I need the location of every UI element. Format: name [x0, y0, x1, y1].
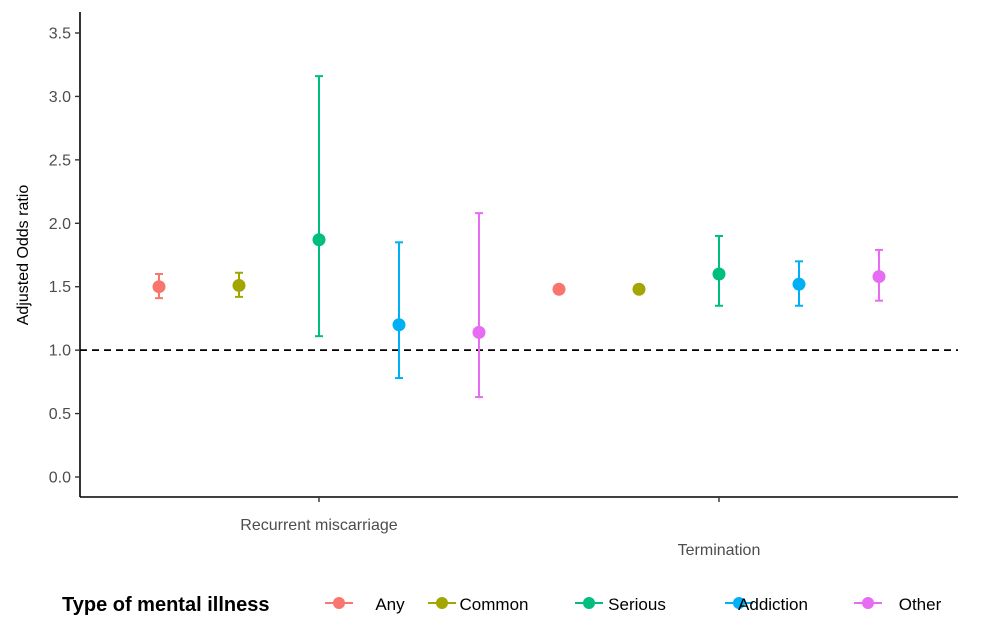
- legend-label-addiction: Addiction: [738, 595, 808, 614]
- x-axis-ticks: Recurrent miscarriage Termination: [240, 497, 760, 559]
- legend-item-addiction: Addiction: [725, 595, 808, 614]
- legend-items: Any Common Serious Addiction Other: [325, 595, 942, 614]
- y-tick-label: 3.0: [49, 89, 71, 106]
- point-addiction-termination: [792, 277, 806, 291]
- y-tick-label: 1.5: [49, 279, 71, 296]
- point-common-recurrent-miscarriage: [232, 278, 246, 292]
- point-other-termination: [872, 270, 886, 284]
- error-bar-serious-recurrent-miscarriage: [315, 75, 323, 338]
- legend-key-dot: [436, 597, 448, 609]
- x-tick-label-termination: Termination: [678, 542, 761, 559]
- point-other-recurrent-miscarriage: [472, 325, 486, 339]
- point-any-termination: [552, 282, 566, 296]
- y-tick-label: 2.5: [49, 152, 71, 169]
- legend-item-any: Any: [325, 595, 405, 614]
- error-bars: [155, 75, 883, 399]
- legend-key-dot: [333, 597, 345, 609]
- y-tick-label: 0.5: [49, 406, 71, 423]
- legend-label-common: Common: [460, 595, 529, 614]
- point-common-termination: [632, 282, 646, 296]
- x-tick-label-recurrent-miscarriage: Recurrent miscarriage: [240, 517, 397, 534]
- point-any-recurrent-miscarriage: [152, 280, 166, 294]
- axes: [79, 12, 958, 498]
- legend-label-serious: Serious: [608, 595, 666, 614]
- y-tick-label: 2.0: [49, 216, 71, 233]
- data-points: [152, 233, 886, 339]
- error-bar-addiction-recurrent-miscarriage: [395, 241, 403, 380]
- legend-item-serious: Serious: [575, 595, 666, 614]
- legend-label-any: Any: [375, 595, 405, 614]
- y-tick-label: 3.5: [49, 26, 71, 43]
- point-addiction-recurrent-miscarriage: [392, 318, 406, 332]
- y-tick-label: 1.0: [49, 343, 71, 360]
- point-serious-recurrent-miscarriage: [312, 233, 326, 247]
- error-bar-other-recurrent-miscarriage: [475, 212, 483, 399]
- y-axis-ticks: 0.0 0.5 1.0 1.5 2.0 2.5 3.0 3.5: [49, 26, 80, 487]
- y-axis-title: Adjusted Odds ratio: [15, 185, 32, 326]
- point-serious-termination: [712, 267, 726, 281]
- legend-item-other: Other: [854, 595, 942, 614]
- legend-key-dot: [862, 597, 874, 609]
- legend: Type of mental illness Any Common Serious A…: [62, 594, 942, 616]
- legend-item-common: Common: [428, 595, 528, 614]
- legend-label-other: Other: [899, 595, 942, 614]
- legend-title: Type of mental illness: [62, 594, 269, 616]
- legend-key-dot: [583, 597, 595, 609]
- legend-key-dot: [733, 597, 745, 609]
- y-tick-label: 0.0: [49, 470, 71, 487]
